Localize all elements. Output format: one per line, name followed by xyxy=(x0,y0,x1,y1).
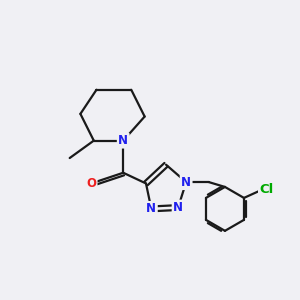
Text: N: N xyxy=(181,176,191,189)
Text: N: N xyxy=(173,201,183,214)
Text: N: N xyxy=(118,134,128,147)
Text: Cl: Cl xyxy=(260,183,274,196)
Text: N: N xyxy=(146,202,156,215)
Text: O: O xyxy=(86,177,96,190)
